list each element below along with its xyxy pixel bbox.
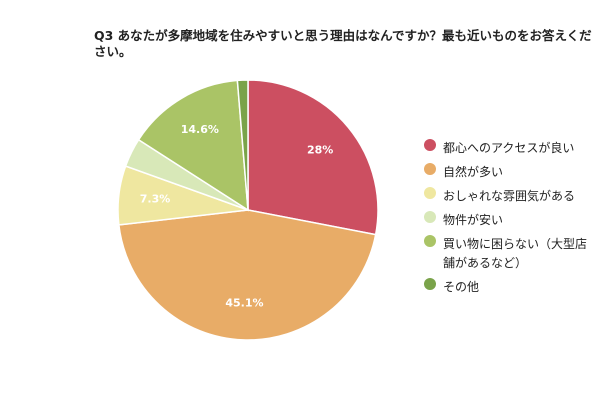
legend-label: おしゃれな雰囲気がある <box>443 189 576 203</box>
legend-item[interactable]: 買い物に困らない（大型店舗があるなど） <box>423 233 598 271</box>
pie-slice[interactable] <box>118 209 377 341</box>
legend-label: 都心へのアクセスが良い <box>443 141 575 155</box>
legend: 都心へのアクセスが良い 自然が多いおしゃれな雰囲気がある 物件が安い買い物に困らない… <box>423 137 598 300</box>
legend-swatch <box>424 139 436 151</box>
legend-item[interactable]: 物件が安い <box>423 209 598 228</box>
slice-data-label: 28% <box>307 143 333 156</box>
legend-label: 自然が多い <box>443 165 504 179</box>
slice-data-label: 7.3% <box>140 192 171 205</box>
pie-data-labels: 28% 45.1% 7.3% 14.6% <box>140 123 334 310</box>
legend-swatch <box>424 211 436 223</box>
legend-item[interactable]: その他 <box>423 276 598 295</box>
legend-swatch <box>424 278 436 290</box>
legend-label: その他 <box>443 280 480 294</box>
pie-slice[interactable] <box>236 79 249 211</box>
legend-swatch <box>424 163 436 175</box>
pie-slice[interactable] <box>137 79 249 212</box>
pie-slice[interactable] <box>247 79 379 236</box>
legend-item[interactable]: 都心へのアクセスが良い <box>423 137 598 156</box>
legend-label: 物件が安い <box>443 213 504 227</box>
legend-item[interactable]: おしゃれな雰囲気がある <box>423 185 598 204</box>
legend-label: 買い物に困らない（大型店舗があるなど） <box>443 237 588 270</box>
legend-swatch <box>424 235 436 247</box>
legend-item[interactable]: 自然が多い <box>423 161 598 180</box>
legend-swatch <box>424 187 436 199</box>
slice-data-label: 45.1% <box>225 297 263 310</box>
chart-title: Q3 あなたが多摩地域を住みやすいと思う理由はなんですか？最も近いものをお答えく… <box>94 28 592 59</box>
slice-data-label: 14.6% <box>181 123 219 136</box>
pie-slices <box>117 79 379 341</box>
